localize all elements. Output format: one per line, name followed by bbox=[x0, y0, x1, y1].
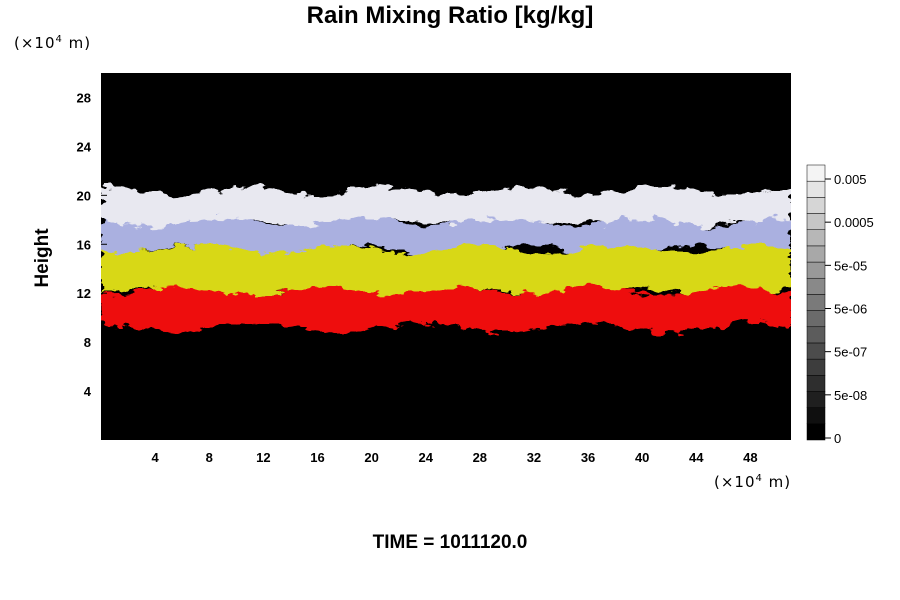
colorbar-swatch bbox=[806, 310, 826, 328]
y-tick-label: 20 bbox=[77, 188, 91, 203]
x-tick-label: 8 bbox=[206, 450, 213, 465]
x-tick-label: 16 bbox=[310, 450, 324, 465]
time-label: TIME = 1011120.0 bbox=[372, 532, 528, 553]
colorbar-swatch bbox=[806, 164, 826, 182]
chart-title: Rain Mixing Ratio [kg/kg] bbox=[306, 2, 594, 29]
colorbar-swatch bbox=[806, 342, 826, 360]
y-tick-label: 28 bbox=[77, 90, 91, 105]
colorbar-swatch bbox=[806, 229, 826, 247]
rain-layer-3 bbox=[101, 245, 791, 299]
x-tick-label: 44 bbox=[689, 450, 704, 465]
colorbar-swatch bbox=[806, 326, 826, 344]
rain-layer-4 bbox=[101, 286, 791, 333]
x-tick-label: 28 bbox=[473, 450, 487, 465]
colorbar-swatch bbox=[806, 358, 826, 376]
colorbar-swatch bbox=[806, 213, 826, 230]
x-tick-label: 40 bbox=[635, 450, 649, 465]
y-tick-label: 12 bbox=[77, 286, 91, 301]
colorbar-swatch bbox=[806, 391, 826, 408]
x-tick-label: 24 bbox=[418, 450, 433, 465]
y-tick-label: 16 bbox=[77, 237, 91, 252]
colorbar-label: 5e-07 bbox=[834, 345, 867, 360]
y-tick-label: 4 bbox=[84, 384, 92, 399]
colorbar-swatch bbox=[806, 261, 826, 279]
colorbar-label: 0 bbox=[834, 431, 841, 446]
colorbar-label: 5e-06 bbox=[834, 302, 867, 317]
colorbar-swatch bbox=[806, 277, 826, 295]
x-tick-label: 4 bbox=[152, 450, 160, 465]
colorbar-swatch bbox=[806, 375, 826, 392]
x-tick-label: 12 bbox=[256, 450, 270, 465]
colorbar-swatch bbox=[806, 197, 826, 214]
colorbar-swatch bbox=[806, 423, 826, 441]
x-axis-unit: (×104 m) bbox=[714, 473, 792, 491]
y-axis-unit: (×104 m) bbox=[14, 34, 92, 52]
colorbar-swatch bbox=[806, 294, 826, 311]
x-tick-label: 20 bbox=[364, 450, 378, 465]
rain-layer-1 bbox=[101, 186, 791, 231]
x-tick-label: 32 bbox=[527, 450, 541, 465]
x-tick-label: 48 bbox=[743, 450, 757, 465]
colorbar-label: 0.0005 bbox=[834, 215, 874, 230]
y-tick-label: 8 bbox=[84, 335, 91, 350]
colorbar-label: 5e-05 bbox=[834, 258, 867, 273]
colorbar-label: 0.005 bbox=[834, 172, 867, 187]
colorbar-swatch bbox=[806, 245, 826, 263]
colorbar-swatch bbox=[806, 407, 826, 425]
y-tick-label: 24 bbox=[77, 139, 92, 154]
x-tick-label: 36 bbox=[581, 450, 595, 465]
colorbar-label: 5e-08 bbox=[834, 388, 867, 403]
colorbar-swatch bbox=[806, 180, 826, 198]
